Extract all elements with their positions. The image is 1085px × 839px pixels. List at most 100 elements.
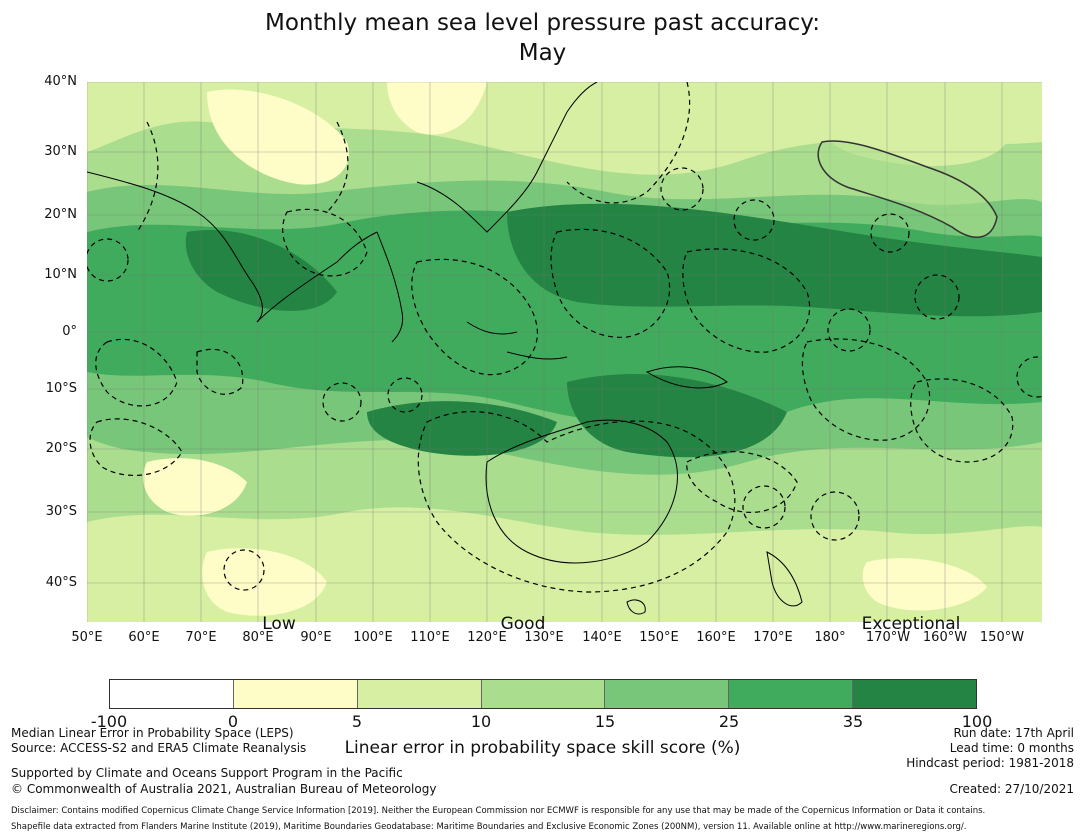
lon-label: 150°E <box>639 630 679 645</box>
eez-boundary <box>326 121 349 213</box>
eez-circle <box>914 274 960 320</box>
colorbar-tick: 100 <box>961 712 993 731</box>
lat-label: 0° <box>62 324 77 339</box>
colorbar-segment <box>481 680 606 708</box>
lon-label: 130°E <box>524 630 564 645</box>
lat-label: 10°S <box>45 381 77 396</box>
coastlines <box>87 82 803 615</box>
colorbar-tick: 5 <box>351 712 363 731</box>
lat-label: 10°N <box>44 267 77 282</box>
region-dark-australia <box>567 373 787 458</box>
coast-new-zealand <box>766 551 803 607</box>
colorbar-tick: 35 <box>842 712 864 731</box>
lon-label: 60°E <box>128 630 160 645</box>
region-pale-south <box>87 507 1042 622</box>
eez-boundary <box>282 208 368 277</box>
lon-label: 170°E <box>753 630 793 645</box>
eez-circle <box>87 238 129 282</box>
colorbar-title: Linear error in probability space skill … <box>344 738 741 758</box>
footer-source: Source: ACCESS-S2 and ERA5 Climate Reana… <box>11 741 307 755</box>
region-lowest-north-2 <box>387 82 487 135</box>
lon-label: 80°E <box>242 630 274 645</box>
colorbar-tick: 25 <box>718 712 740 731</box>
lon-label: 90°E <box>300 630 332 645</box>
region-dark-indian <box>185 230 337 311</box>
coast-australia <box>485 419 678 564</box>
title-line-2: May <box>518 40 567 66</box>
colorbar-segment <box>853 680 977 708</box>
category-label-low: Low <box>262 614 296 634</box>
coast-indonesia <box>466 321 568 360</box>
colorbar-segment <box>605 680 730 708</box>
eez-circle <box>223 549 265 591</box>
skill-map <box>87 82 1042 622</box>
footer-run-date: Run date: 17th April <box>953 726 1074 740</box>
eez-boundary <box>550 228 671 338</box>
eez-circle <box>810 491 860 541</box>
eez-boundary <box>910 378 1014 463</box>
lat-label: 20°N <box>44 207 77 222</box>
lon-label: 180° <box>814 630 846 645</box>
eez-boundary <box>136 121 159 233</box>
colorbar-segment <box>729 680 854 708</box>
map-title: Monthly mean sea level pressure past acc… <box>0 8 1085 68</box>
coast-arabia-india <box>87 171 263 323</box>
coast-china <box>416 82 598 233</box>
lon-label: 120°E <box>467 630 507 645</box>
eez-boundary <box>566 82 691 204</box>
footer-support: Supported by Climate and Oceans Support … <box>11 766 403 780</box>
colorbar-tick: -100 <box>90 712 128 731</box>
lat-label: 40°S <box>45 575 77 590</box>
footer-copyright: © Commonwealth of Australia 2021, Austra… <box>11 782 437 796</box>
lon-label: 70°E <box>185 630 217 645</box>
region-pale-north <box>87 82 1042 175</box>
footer-created: Created: 27/10/2021 <box>949 782 1074 796</box>
eez-circle <box>870 213 910 253</box>
footer-hindcast: Hindcast period: 1981-2018 <box>906 756 1074 770</box>
colorbar-tick: 15 <box>594 712 616 731</box>
coast-bay-bengal <box>256 231 378 323</box>
coast-new-guinea <box>645 366 728 389</box>
lon-label: 160°W <box>922 630 968 645</box>
eez-boundary <box>682 248 811 353</box>
colorbar-segment <box>233 680 358 708</box>
eez-boundary <box>801 338 931 441</box>
colorbar-tick: 10 <box>470 712 492 731</box>
footer-leps-label: Median Linear Error in Probability Space… <box>11 726 294 740</box>
eez-australia <box>417 411 736 593</box>
category-label-exceptional: Exceptional <box>861 614 961 634</box>
title-line-1: Monthly mean sea level pressure past acc… <box>265 10 820 36</box>
eez-circle <box>660 167 704 211</box>
eez-boundary <box>411 258 538 376</box>
category-label-good: Good <box>500 614 546 634</box>
region-lowest-south-2 <box>202 548 327 616</box>
region-lowest-north <box>207 89 349 185</box>
lon-label: 150°W <box>979 630 1025 645</box>
eez-boundary <box>95 338 178 407</box>
lat-label: 30°N <box>44 144 77 159</box>
eez-circle <box>322 382 362 422</box>
lon-label: 160°E <box>696 630 736 645</box>
coast-tasmania <box>626 599 646 615</box>
lon-label: 140°E <box>582 630 622 645</box>
region-lowest-south-3 <box>862 558 987 611</box>
map-canvas <box>87 82 1042 622</box>
footer-lead-time: Lead time: 0 months <box>949 741 1074 755</box>
coast-malay <box>376 231 404 343</box>
lon-label: 100°E <box>353 630 393 645</box>
eez-circle <box>1016 356 1042 398</box>
eez-circle <box>733 199 775 241</box>
region-dark-pacific <box>507 203 1042 317</box>
lat-label: 20°S <box>45 441 77 456</box>
footer-disclaimer: Disclaimer: Contains modified Copernicus… <box>11 806 986 816</box>
eez-boundary <box>686 451 798 513</box>
lon-label: 110°E <box>410 630 450 645</box>
footer-shapefile-credit: Shapefile data extracted from Flanders M… <box>11 822 967 832</box>
lon-label: 50°E <box>71 630 103 645</box>
colorbar-segment <box>357 680 482 708</box>
eez-circle <box>387 377 423 413</box>
colorbar-tick: 0 <box>227 712 239 731</box>
lat-label: 40°N <box>44 74 77 89</box>
eez-circle <box>827 308 871 352</box>
region-lowest-south-1 <box>143 458 247 516</box>
